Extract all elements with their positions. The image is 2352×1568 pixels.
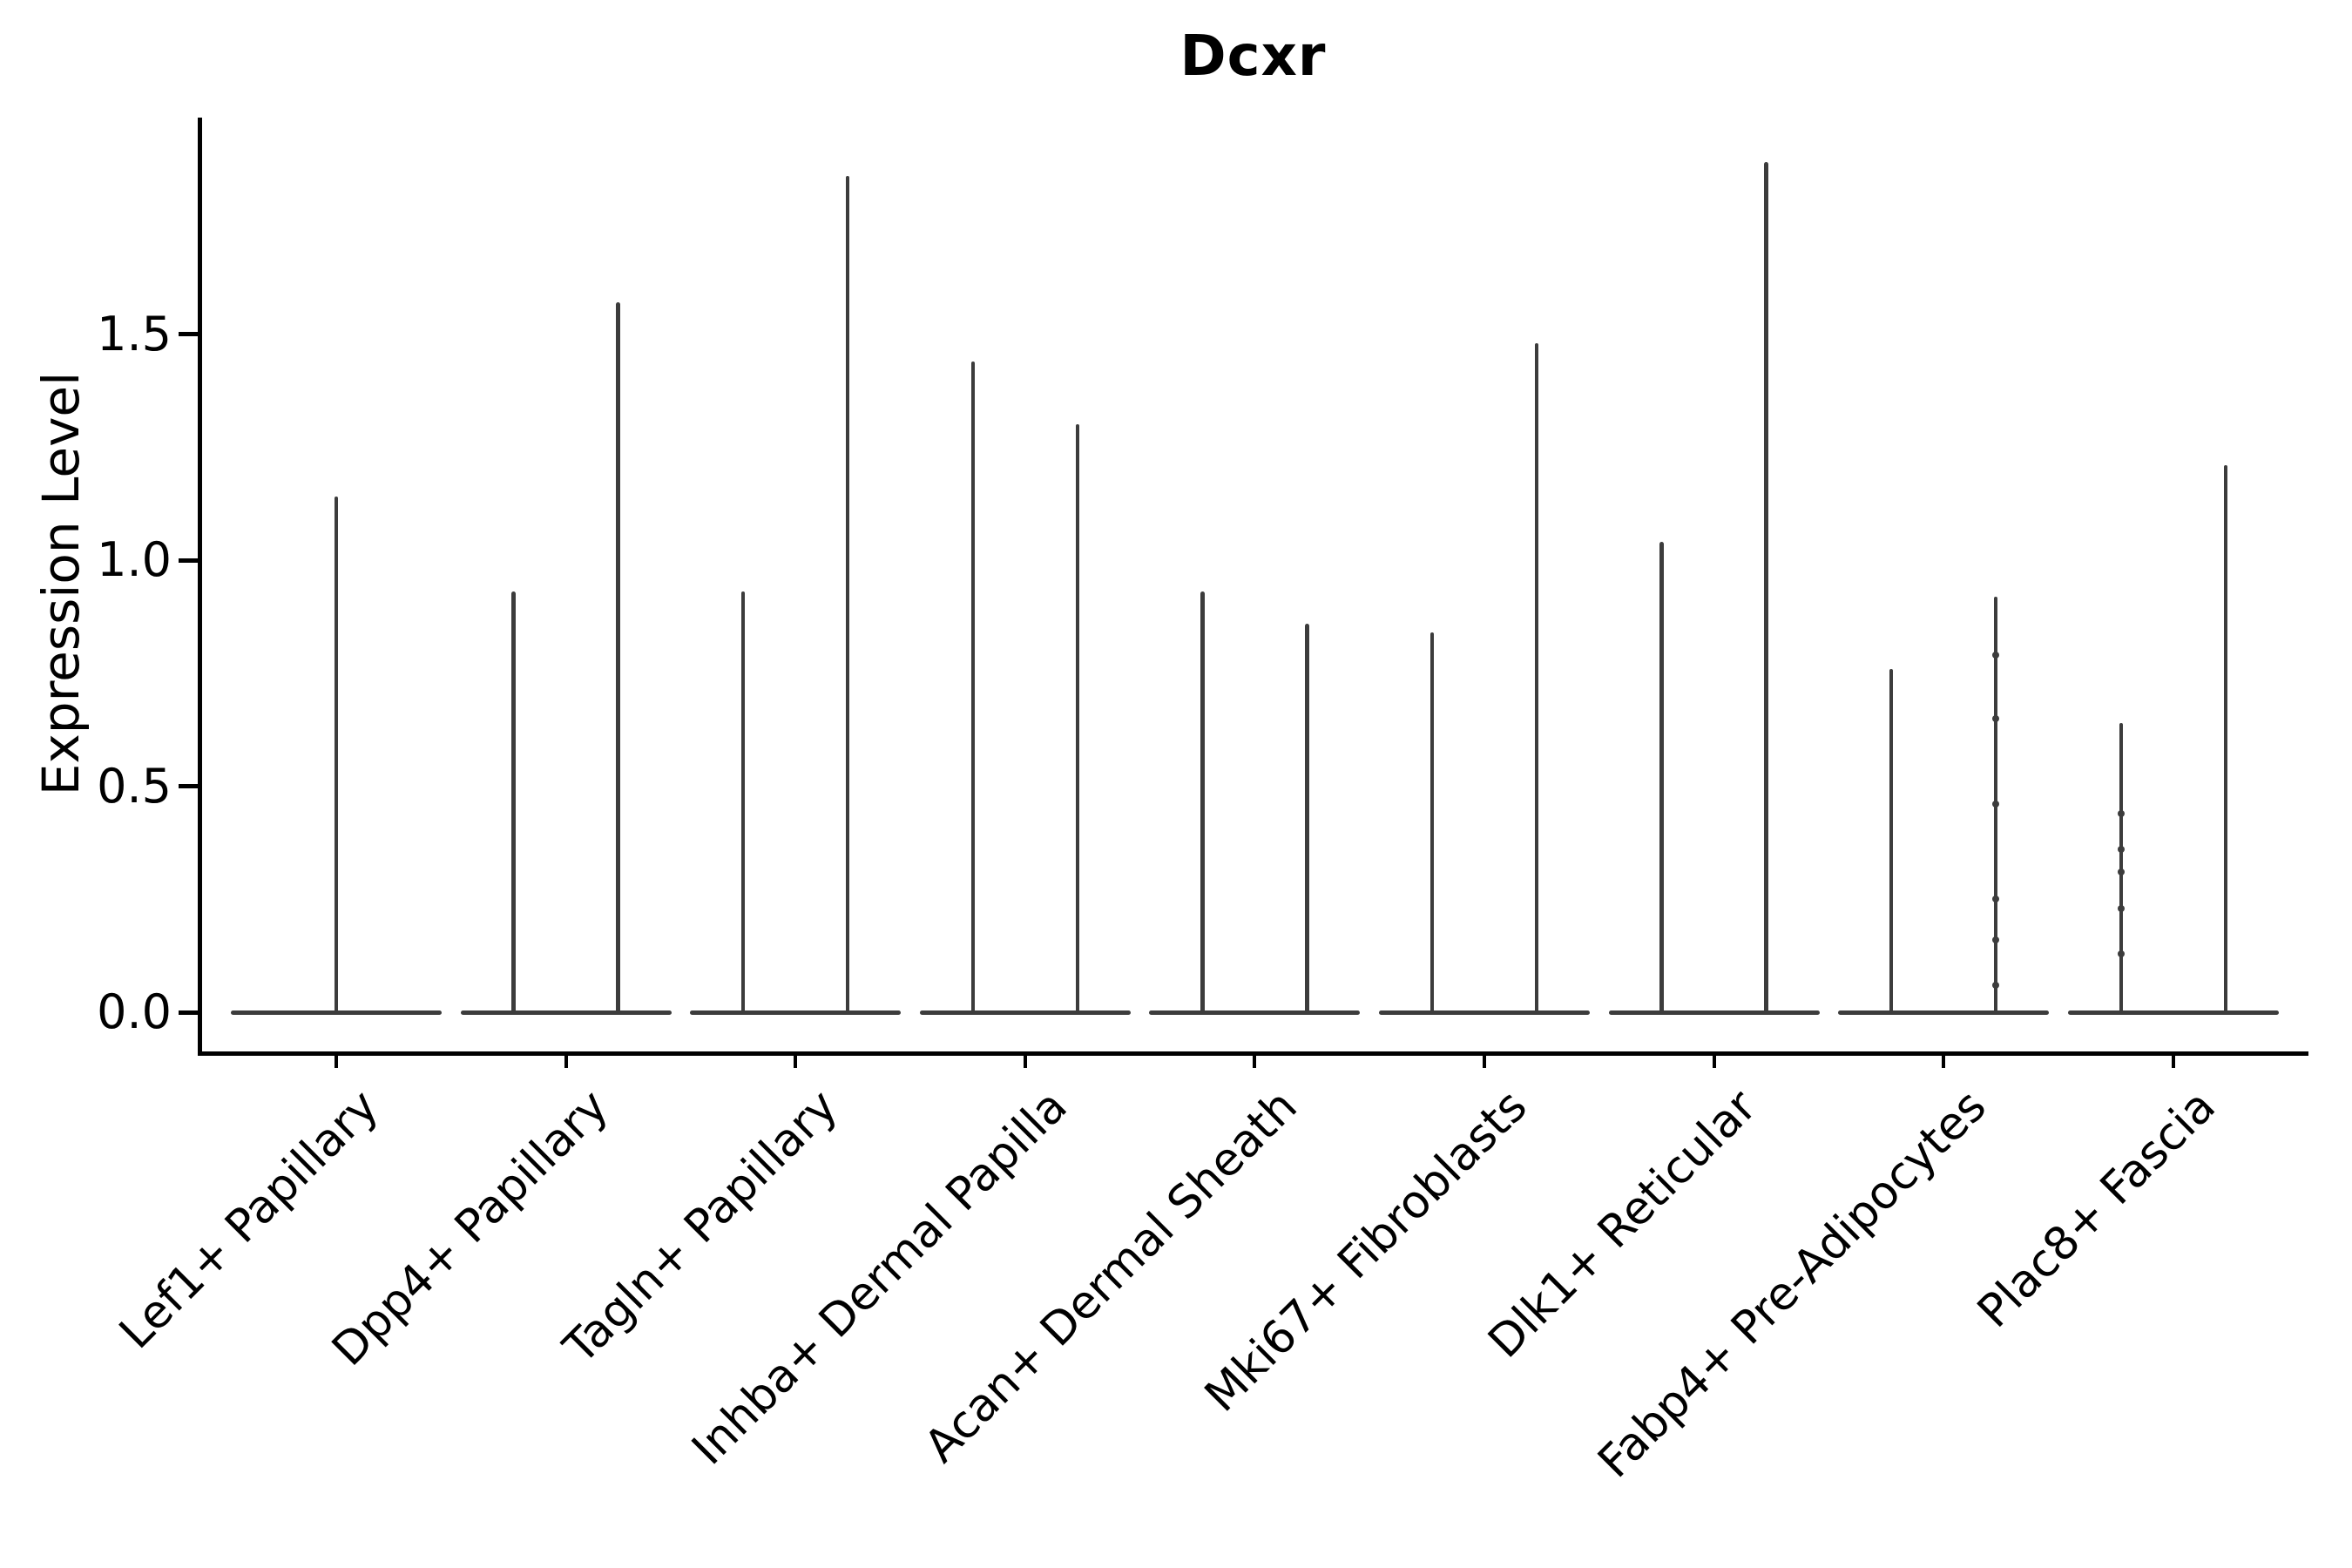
violin-spike <box>334 497 339 1015</box>
y-tick <box>179 332 198 336</box>
jitter-point <box>1992 651 2000 659</box>
violin-spike <box>970 361 976 1015</box>
violin-base <box>919 1010 1131 1015</box>
violin-spike <box>1429 632 1435 1015</box>
violin-spike <box>1534 342 1539 1015</box>
y-axis-label: Expression Level <box>31 371 91 796</box>
jitter-point <box>1992 896 2000 903</box>
violin-spike <box>511 591 516 1015</box>
violin-spike <box>1305 623 1309 1015</box>
violin-base <box>690 1010 902 1015</box>
x-tick-label: Plac8+ Fascia <box>1968 1080 2227 1338</box>
x-tick <box>2171 1056 2175 1068</box>
x-tick-label: Inhba+ Dermal Papilla <box>682 1080 1078 1476</box>
violin-spike <box>1659 542 1664 1015</box>
y-tick <box>179 784 198 788</box>
violin-base <box>460 1010 672 1015</box>
x-tick <box>1023 1056 1027 1068</box>
x-tick <box>1712 1056 1716 1068</box>
jitter-point <box>1992 714 2000 722</box>
jitter-point <box>1992 981 2000 989</box>
violin-base <box>1838 1010 2050 1015</box>
violin-base <box>2067 1010 2279 1015</box>
violin-spike <box>2223 465 2228 1015</box>
violin-spike <box>1075 424 1080 1015</box>
x-tick <box>564 1056 568 1068</box>
x-tick <box>794 1056 798 1068</box>
x-tick <box>1253 1056 1257 1068</box>
violin-spike <box>740 591 746 1015</box>
violin-spike <box>845 175 850 1015</box>
violin-spike <box>1889 668 1894 1015</box>
jitter-point <box>2117 868 2125 876</box>
violin-base <box>1608 1010 1820 1015</box>
jitter-point <box>2117 846 2125 854</box>
x-tick-label: Fabp4+ Pre-Adipocytes <box>1588 1080 1997 1489</box>
jitter-point <box>1992 936 2000 943</box>
x-tick <box>1942 1056 1946 1068</box>
y-tick-label: 1.0 <box>97 532 172 587</box>
chart-title: Dcxr <box>1179 24 1327 89</box>
jitter-point <box>1992 801 2000 808</box>
y-tick-label: 0.0 <box>97 984 172 1039</box>
violin-base <box>1149 1010 1361 1015</box>
x-tick-label: Acan+ Dermal Sheath <box>915 1080 1308 1473</box>
y-tick-label: 0.5 <box>97 758 172 814</box>
violin-spike <box>616 302 620 1015</box>
violin-base <box>1379 1010 1590 1015</box>
y-tick <box>179 558 198 563</box>
y-axis-spine <box>198 118 202 1056</box>
jitter-point <box>2117 904 2125 912</box>
y-tick <box>179 1010 198 1015</box>
y-tick-label: 1.5 <box>97 306 172 362</box>
x-tick <box>1483 1056 1486 1068</box>
jitter-point <box>2117 950 2125 957</box>
x-axis-spine <box>198 1051 2308 1056</box>
violin-spike <box>1200 591 1205 1015</box>
jitter-point <box>2117 809 2125 817</box>
violin-spike <box>1764 162 1768 1015</box>
x-tick <box>335 1056 338 1068</box>
